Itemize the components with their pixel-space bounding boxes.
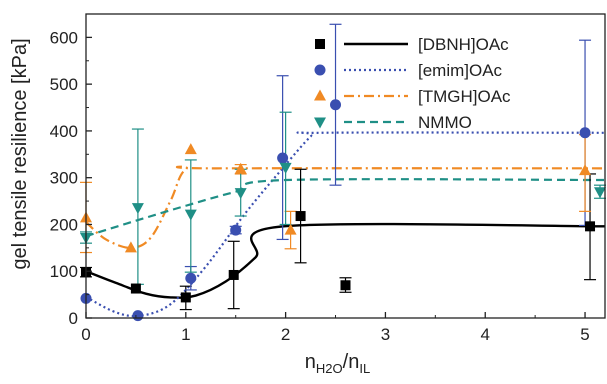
y-tick-label: 100	[50, 262, 78, 281]
legend-marker-tmgh-oac	[314, 89, 326, 101]
plot-frame	[85, 13, 606, 319]
fit-line-nmmo	[85, 178, 606, 238]
y-tick-label: 600	[50, 28, 78, 47]
axes	[85, 13, 606, 319]
y-tick-label: 200	[50, 215, 78, 234]
point-tmgh-oac	[184, 143, 197, 155]
x-tick-label: 3	[381, 325, 390, 344]
fit-line-tmgh-oac	[85, 165, 606, 249]
point-emim-oac	[230, 224, 242, 236]
point-dbnh-oac	[585, 221, 596, 232]
legend-marker-dbnh-oac	[315, 39, 325, 49]
y-tick-label: 400	[50, 122, 78, 141]
y-axis-title: gel tensile resilience [kPa]	[9, 38, 31, 269]
point-dbnh-oac	[130, 283, 141, 294]
point-emim-oac	[277, 152, 289, 164]
x-tick-labels: 0 1 2 3 4 5	[81, 325, 590, 344]
point-nmmo	[234, 188, 247, 200]
point-tmgh-oac	[234, 162, 247, 174]
point-tmgh-oac	[284, 223, 297, 235]
x-axis-title-slash: /	[343, 351, 349, 373]
x-tick-label: 0	[81, 325, 90, 344]
legend-marker-nmmo	[314, 117, 326, 129]
point-nmmo	[184, 209, 197, 221]
x-axis-title: nH2O/nIL	[305, 351, 370, 376]
legend-label-nmmo: NMMO	[418, 113, 472, 132]
x-tick-label: 2	[281, 325, 290, 344]
point-tmgh-oac	[579, 164, 592, 176]
point-dbnh-oac	[180, 292, 191, 303]
point-emim-oac	[579, 127, 591, 139]
x-tick-label: 5	[580, 325, 589, 344]
legend-label-tmgh-oac: [TMGH]OAc	[418, 87, 511, 106]
legend-label-dbnh-oac: [DBNH]OAc	[418, 35, 509, 54]
x-tick-label: 1	[181, 325, 190, 344]
point-emim-oac	[132, 310, 144, 322]
x-axis-title-sub-num: H2O	[316, 361, 343, 376]
point-dbnh-oac	[228, 269, 239, 280]
point-nmmo	[279, 162, 292, 174]
point-nmmo	[594, 187, 607, 199]
x-axis-title-base-den: n	[348, 351, 359, 373]
y-tick-label: 300	[50, 169, 78, 188]
x-axis-title-sub-den: IL	[359, 361, 370, 376]
x-axis-title-base-num: n	[305, 351, 316, 373]
x-tick-label: 4	[480, 325, 489, 344]
y-tick-labels: 0 100 200 300 400 500 600	[50, 28, 78, 328]
point-dbnh-oac	[340, 280, 351, 291]
point-tmgh-oac	[124, 241, 137, 253]
legend: [DBNH]OAc [emim]OAc [TMGH]OAc NMMO	[314, 35, 511, 132]
point-dbnh-oac	[295, 211, 306, 222]
y-tick-label: 500	[50, 75, 78, 94]
y-tick-label: 0	[69, 309, 78, 328]
legend-marker-emim-oac	[314, 64, 326, 76]
point-emim-oac	[330, 99, 342, 111]
point-nmmo	[131, 203, 144, 215]
point-emim-oac	[185, 272, 197, 284]
legend-label-emim-oac: [emim]OAc	[418, 61, 503, 80]
error-bars	[80, 23, 607, 311]
